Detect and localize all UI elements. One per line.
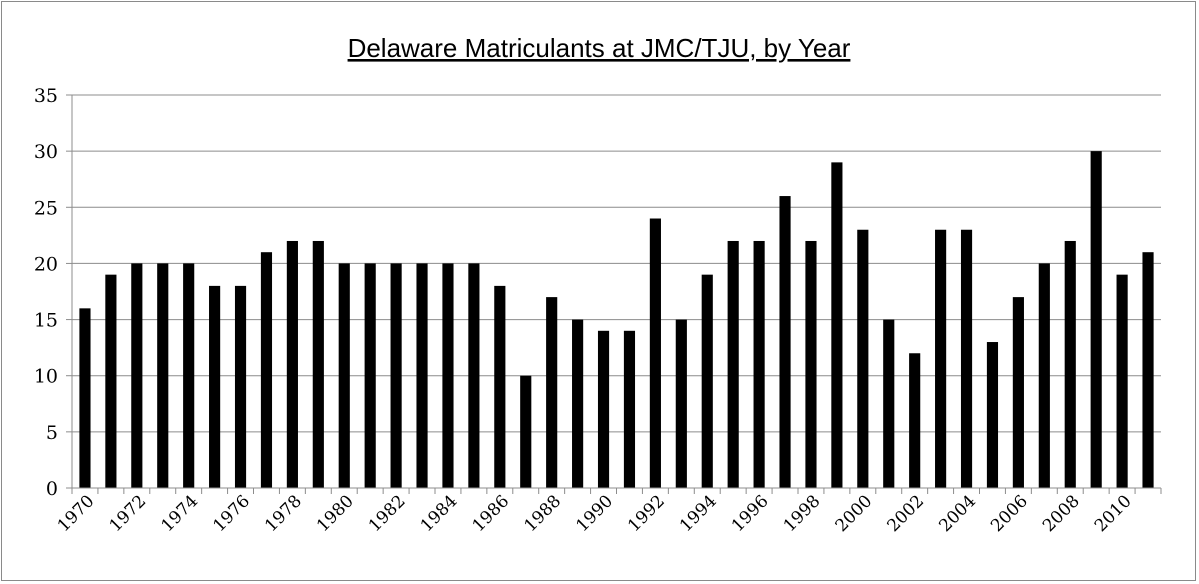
bar-2008 (1064, 240, 1076, 488)
x-tick-label: 1970 (54, 491, 99, 536)
bar-1985 (468, 263, 480, 488)
y-tick-label: 15 (34, 310, 58, 332)
x-tick-label: 1988 (520, 491, 565, 536)
x-tick-label: 2002 (883, 491, 928, 536)
x-tick-label: 1976 (209, 491, 254, 536)
bar-1999 (831, 162, 843, 488)
bar-1997 (779, 196, 791, 489)
x-tick-label: 1974 (157, 491, 202, 536)
bar-1988 (546, 297, 558, 488)
bar-1974 (183, 263, 195, 488)
x-tick-label: 1992 (624, 491, 669, 536)
x-tick-label: 2000 (832, 491, 877, 536)
bar-1986 (494, 285, 506, 488)
bar-2000 (857, 229, 869, 488)
bar-1984 (442, 263, 454, 488)
bars (79, 151, 1154, 489)
x-tick-label: 2008 (1039, 491, 1084, 536)
bar-1971 (105, 274, 117, 488)
x-axis-ticks: 1970 1972 1974 1976 1978 1980 1982 1984 1986 1988… (54, 488, 1162, 536)
y-tick-label: 35 (34, 85, 58, 107)
x-tick-label: 1998 (780, 491, 825, 536)
bar-2010 (1116, 274, 1128, 488)
bar-1991 (623, 330, 636, 488)
bar-1972 (131, 263, 143, 488)
gridlines (72, 94, 1161, 433)
bar-1998 (805, 240, 817, 488)
bar-2001 (883, 319, 895, 488)
x-tick-label: 1980 (313, 491, 358, 536)
bar-1983 (416, 263, 428, 488)
bar-1973 (157, 263, 169, 488)
bar-2004 (960, 229, 973, 488)
bar-1994 (701, 274, 713, 488)
bar-1978 (286, 240, 298, 488)
bar-2009 (1090, 151, 1102, 488)
bar-2005 (986, 342, 999, 488)
bar-1981 (364, 263, 376, 488)
bar-1970 (79, 308, 91, 488)
bar-1980 (338, 263, 350, 488)
bar-1977 (260, 252, 273, 488)
bar-2011 (1142, 252, 1154, 488)
chart-title: Delaware Matriculants at JMC/TJU, by Yea… (348, 33, 851, 63)
y-tick-label: 25 (34, 197, 58, 219)
y-tick-label: 10 (34, 366, 58, 388)
y-tick-label: 30 (34, 141, 58, 163)
bar-1982 (390, 263, 402, 488)
bar-2003 (935, 229, 947, 488)
x-tick-label: 1996 (728, 491, 773, 536)
bar-1979 (312, 240, 324, 488)
x-tick-label: 1982 (365, 491, 410, 536)
x-tick-label: 1972 (106, 491, 151, 536)
bar-2007 (1038, 263, 1050, 488)
bar-1995 (727, 240, 739, 488)
x-tick-label: 2010 (1091, 491, 1136, 536)
x-tick-label: 1990 (572, 491, 617, 536)
x-tick-label: 2004 (935, 491, 980, 536)
y-tick-label: 20 (34, 253, 58, 275)
bar-1975 (209, 285, 221, 488)
x-tick-label: 1978 (261, 491, 306, 536)
bar-1987 (520, 375, 532, 488)
x-tick-label: 1984 (417, 491, 462, 536)
bar-1992 (649, 218, 661, 488)
x-tick-label: 1986 (469, 491, 514, 536)
bar-1990 (597, 330, 610, 488)
y-tick-label: 5 (46, 422, 58, 444)
bar-2006 (1012, 297, 1024, 488)
x-tick-label: 1994 (676, 491, 721, 536)
bar-1989 (572, 319, 584, 488)
y-axis-ticks: 0 5 10 15 20 25 30 35 (34, 85, 72, 500)
bar-2002 (909, 353, 921, 488)
x-tick-label: 2006 (987, 491, 1032, 536)
bar-1996 (753, 240, 765, 488)
bar-1976 (234, 285, 247, 488)
y-tick-label: 0 (46, 478, 58, 500)
bar-1993 (675, 319, 687, 488)
